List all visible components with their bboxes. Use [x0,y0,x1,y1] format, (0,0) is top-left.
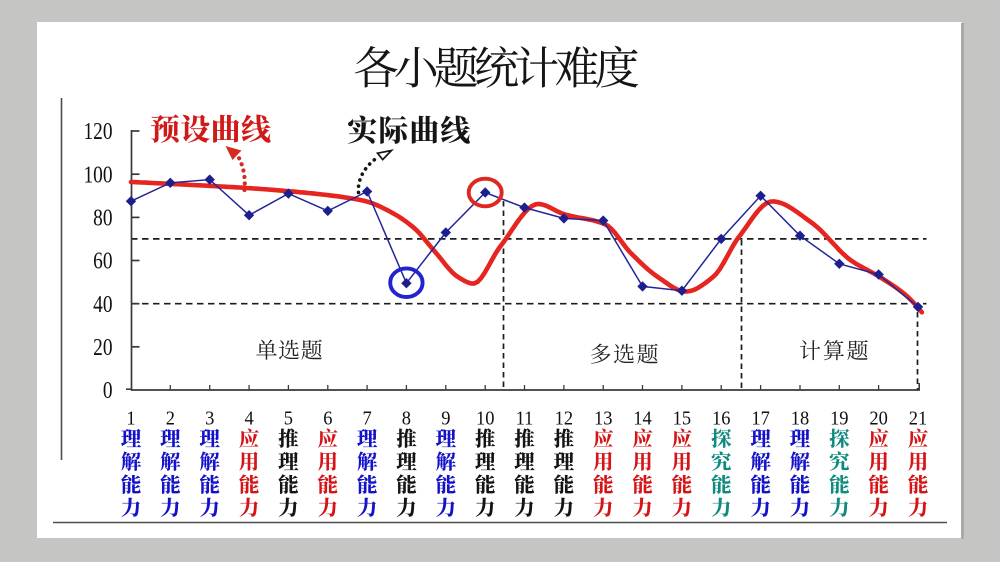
svg-text:100: 100 [83,160,112,188]
svg-text:20: 20 [869,408,887,430]
svg-text:10: 10 [476,408,494,430]
svg-text:80: 80 [93,203,112,231]
svg-text:3: 3 [205,408,214,430]
svg-text:0: 0 [103,376,113,404]
svg-text:12: 12 [555,408,573,430]
svg-text:20: 20 [93,333,112,361]
svg-text:19: 19 [830,408,848,430]
svg-text:13: 13 [594,408,612,430]
svg-text:4: 4 [244,408,253,430]
svg-text:120: 120 [83,117,112,145]
svg-text:9: 9 [441,408,450,430]
svg-text:11: 11 [516,408,534,430]
svg-text:8: 8 [402,408,411,430]
svg-text:21: 21 [909,408,927,430]
svg-text:60: 60 [93,247,112,275]
svg-text:40: 40 [93,290,112,318]
svg-text:1: 1 [126,408,135,430]
svg-text:7: 7 [362,408,371,430]
svg-text:15: 15 [673,408,691,430]
svg-text:6: 6 [323,408,332,430]
svg-text:17: 17 [751,408,770,430]
svg-text:16: 16 [712,408,731,430]
svg-text:2: 2 [166,408,175,430]
svg-text:14: 14 [633,408,652,430]
svg-text:18: 18 [791,408,809,430]
svg-text:5: 5 [284,408,293,430]
